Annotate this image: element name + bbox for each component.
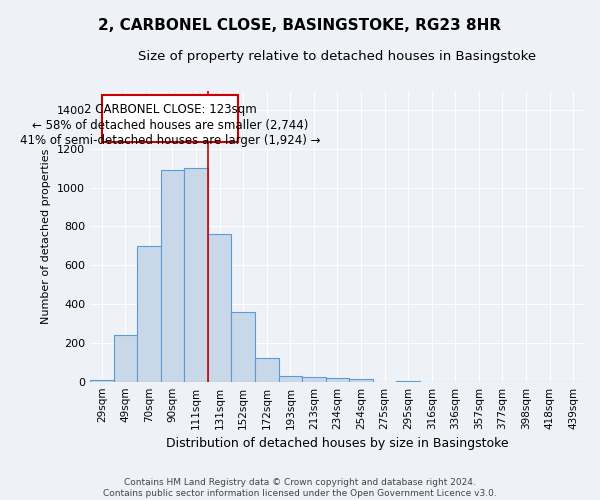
Bar: [349, 379, 373, 382]
Text: ← 58% of detached houses are smaller (2,744): ← 58% of detached houses are smaller (2,…: [32, 118, 308, 132]
Bar: [326, 378, 349, 382]
Text: 2, CARBONEL CLOSE, BASINGSTOKE, RG23 8HR: 2, CARBONEL CLOSE, BASINGSTOKE, RG23 8HR: [98, 18, 502, 32]
FancyBboxPatch shape: [102, 95, 238, 142]
Bar: [113, 335, 137, 382]
Bar: [278, 376, 302, 382]
Bar: [161, 170, 184, 382]
Bar: [184, 168, 208, 382]
Text: 41% of semi-detached houses are larger (1,924) →: 41% of semi-detached houses are larger (…: [20, 134, 320, 147]
Bar: [397, 380, 420, 382]
Bar: [208, 234, 232, 382]
Bar: [232, 312, 255, 382]
Title: Size of property relative to detached houses in Basingstoke: Size of property relative to detached ho…: [139, 50, 536, 63]
Y-axis label: Number of detached properties: Number of detached properties: [41, 148, 52, 324]
Text: 2 CARBONEL CLOSE: 123sqm: 2 CARBONEL CLOSE: 123sqm: [84, 102, 256, 116]
Bar: [90, 380, 113, 382]
X-axis label: Distribution of detached houses by size in Basingstoke: Distribution of detached houses by size …: [166, 437, 509, 450]
Bar: [137, 246, 161, 382]
Bar: [302, 378, 326, 382]
Text: Contains HM Land Registry data © Crown copyright and database right 2024.
Contai: Contains HM Land Registry data © Crown c…: [103, 478, 497, 498]
Bar: [255, 358, 278, 382]
